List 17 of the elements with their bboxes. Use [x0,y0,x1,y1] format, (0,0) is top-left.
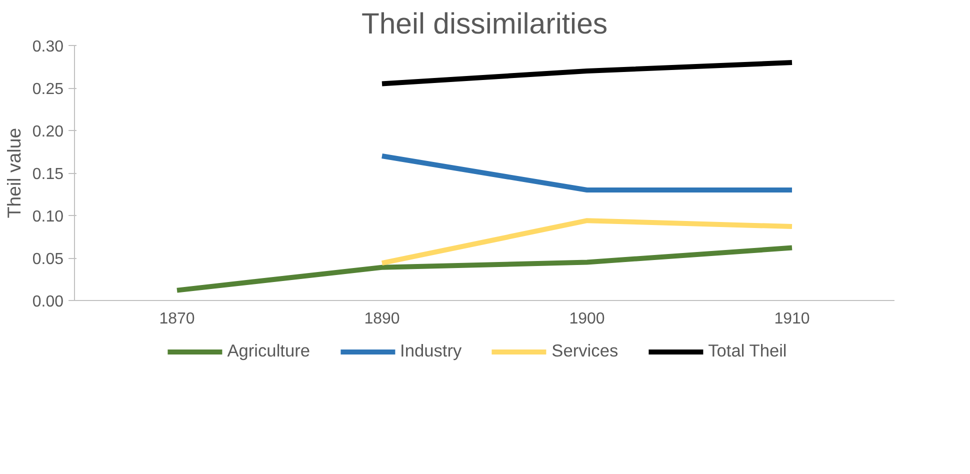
chart-title: Theil dissimilarities [361,8,608,40]
y-tick-label: 0.15 [32,166,64,183]
x-tick-label: 1870 [159,310,195,328]
x-tick-label: 1900 [569,310,605,328]
y-tick-label: 0.10 [32,208,64,226]
y-tick-label: 0.30 [32,38,64,56]
y-tick-label: 0.00 [32,294,64,310]
y-tick-label: 0.05 [32,251,64,268]
y-tick-label: 0.25 [32,81,64,98]
legend-label: Agriculture [227,340,310,362]
x-tick-label: 1910 [774,310,810,328]
y-axis-title: Theil value [3,128,24,218]
y-tick-label: 0.20 [32,124,64,140]
legend-label: Services [552,340,618,362]
legend-label: Total Theil [708,340,787,362]
x-tick-label: 1890 [364,310,400,328]
legend-label: Industry [400,340,462,362]
